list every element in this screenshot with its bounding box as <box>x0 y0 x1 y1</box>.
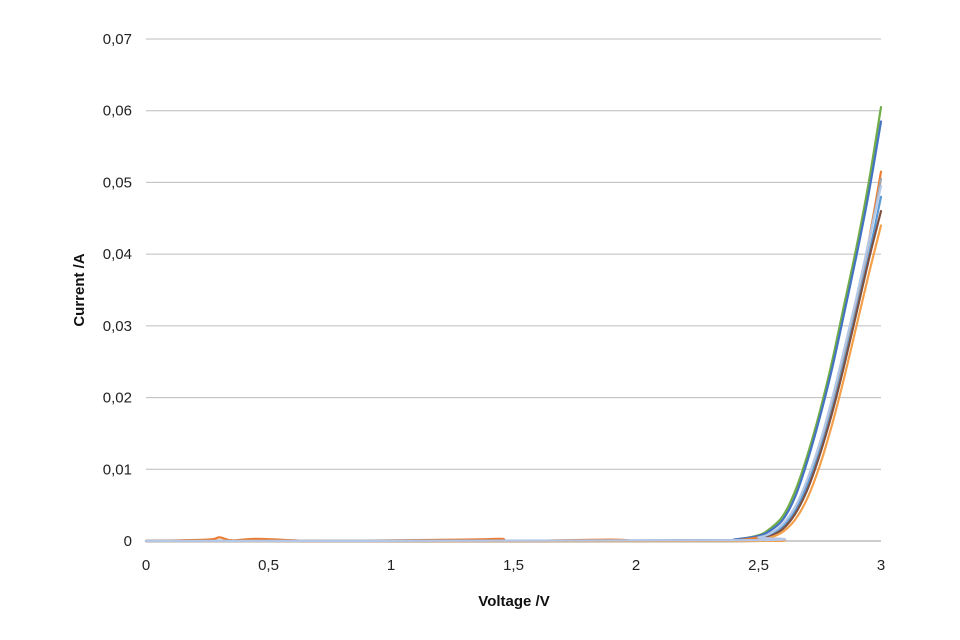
y-axis-title: Current /A <box>71 253 88 327</box>
x-tick-label: 2,5 <box>748 557 769 574</box>
y-tick-label: 0,02 <box>103 390 132 407</box>
series-line-8 <box>144 184 883 543</box>
x-axis-title: Voltage /V <box>478 593 549 610</box>
series-line-2 <box>144 120 883 543</box>
y-tick-label: 0,07 <box>103 31 132 48</box>
y-tick-label: 0,06 <box>103 103 132 120</box>
y-tick-label: 0,03 <box>103 318 132 335</box>
y-tick-label: 0,01 <box>103 461 132 478</box>
x-tick-label: 1 <box>387 557 395 574</box>
x-tick-label: 0,5 <box>258 557 279 574</box>
y-tick-label: 0,05 <box>103 174 132 191</box>
gridlines <box>146 38 881 542</box>
x-tick-label: 2 <box>632 557 640 574</box>
y-axis-ticks: 0 0,01 0,02 0,03 0,04 0,05 0,06 0,07 <box>103 31 132 550</box>
series-line-1 <box>144 106 883 543</box>
series-line-6 <box>144 210 883 543</box>
series-line-3 <box>144 170 883 543</box>
x-tick-label: 0 <box>142 557 150 574</box>
series-line-7 <box>144 224 883 543</box>
y-tick-label: 0,04 <box>103 246 132 263</box>
x-tick-label: 3 <box>877 557 885 574</box>
series-lines <box>144 106 883 543</box>
x-tick-label: 1,5 <box>503 557 524 574</box>
series-line-5 <box>144 195 883 543</box>
x-axis-ticks: 0 0,5 1 1,5 2 2,5 3 <box>142 557 885 574</box>
series-line-4 <box>144 177 883 543</box>
y-tick-label: 0 <box>124 533 132 550</box>
